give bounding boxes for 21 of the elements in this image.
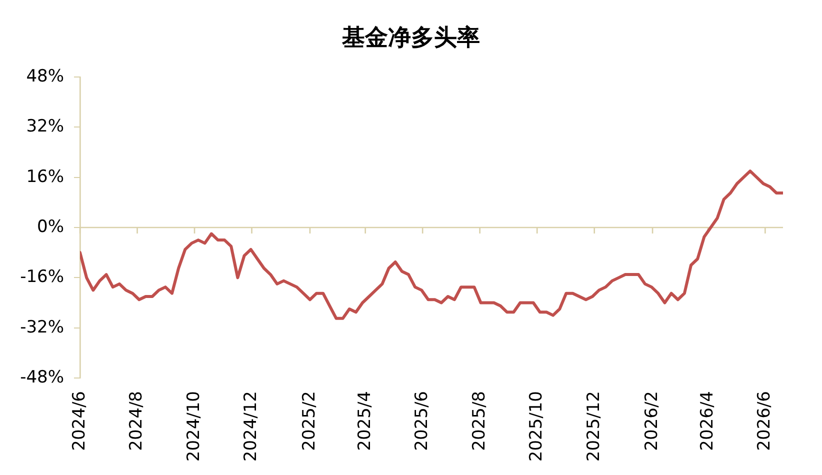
x-tick-label: 2025/2 [299, 391, 320, 451]
x-tick-label: 2024/10 [184, 391, 204, 462]
chart-title: 基金净多头率 [341, 24, 480, 51]
y-tick-label: -32% [20, 317, 64, 338]
x-tick-label: 2024/6 [69, 391, 90, 451]
x-tick-label: 2025/4 [354, 391, 375, 451]
x-tick-label: 2024/12 [241, 391, 262, 462]
x-tick-label: 2025/10 [526, 391, 547, 462]
x-tick-label: 2025/12 [584, 391, 604, 462]
y-tick-label: -16% [20, 267, 64, 288]
y-tick-label: 48% [26, 66, 64, 86]
x-tick-label: 2026/6 [754, 391, 775, 451]
y-tick-label: 16% [26, 166, 64, 187]
x-tick-label: 2026/2 [642, 391, 662, 451]
y-tick-label: 0% [37, 216, 64, 237]
y-tick-label: -48% [20, 367, 64, 388]
y-tick-label: 32% [26, 116, 64, 137]
x-tick-label: 2025/6 [412, 391, 432, 451]
x-tick-label: 2026/4 [697, 391, 718, 451]
x-tick-label: 2024/8 [126, 391, 147, 451]
x-tick-label: 2025/8 [469, 391, 490, 451]
